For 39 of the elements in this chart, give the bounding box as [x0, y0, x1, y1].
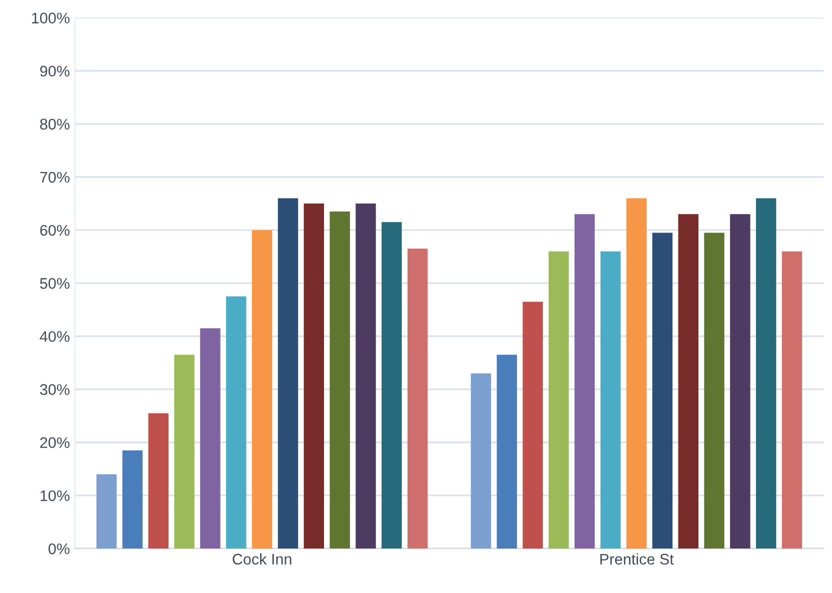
- bar: [678, 214, 698, 549]
- bar: [730, 214, 750, 549]
- y-tick-label: 40%: [40, 331, 70, 342]
- bar: [330, 212, 350, 549]
- bar: [496, 354, 517, 549]
- x-tick-label: Cock Inn: [232, 553, 292, 565]
- y-tick-label: 50%: [40, 278, 70, 289]
- bar: [756, 198, 776, 549]
- bar: [522, 302, 543, 549]
- bar: [470, 373, 492, 549]
- y-tick-label: 10%: [40, 490, 70, 502]
- bar: [407, 248, 428, 549]
- y-tick-label: 0%: [48, 543, 70, 554]
- bar: [704, 232, 724, 549]
- bar: [626, 198, 647, 549]
- bar: [356, 204, 376, 549]
- bar: [548, 251, 569, 549]
- y-tick-label: 30%: [40, 384, 70, 395]
- bar: [174, 354, 194, 549]
- y-tick-label: 60%: [40, 224, 70, 236]
- bar: [200, 328, 220, 549]
- bar: [96, 474, 117, 549]
- bar: [652, 232, 673, 549]
- bar: [304, 204, 324, 549]
- bar: [226, 296, 246, 549]
- y-tick-label: 90%: [40, 66, 70, 77]
- bar: [278, 198, 298, 549]
- bar: [600, 251, 621, 549]
- y-tick-label: 70%: [40, 172, 70, 183]
- y-tick-label: 80%: [40, 118, 70, 130]
- y-tick-label: 20%: [40, 437, 70, 448]
- bar: [252, 230, 272, 549]
- x-tick-label: Prentice St: [600, 553, 674, 565]
- bar: [782, 251, 802, 549]
- y-tick-label: 100%: [32, 12, 70, 24]
- bar: [574, 214, 595, 549]
- bar: [122, 450, 143, 549]
- bar: [148, 413, 169, 549]
- bar: [382, 222, 402, 549]
